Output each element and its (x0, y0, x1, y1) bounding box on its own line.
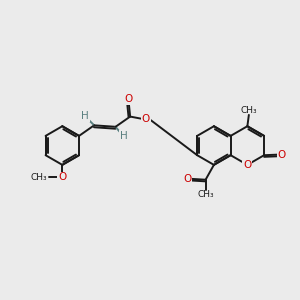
Text: CH₃: CH₃ (241, 106, 257, 115)
Text: CH₃: CH₃ (31, 173, 47, 182)
Text: O: O (183, 174, 191, 184)
Text: O: O (243, 160, 251, 170)
Text: O: O (58, 172, 66, 182)
Text: H: H (120, 131, 128, 141)
Text: H: H (81, 111, 89, 122)
Text: CH₃: CH₃ (197, 190, 214, 200)
Text: O: O (142, 114, 150, 124)
Text: O: O (278, 150, 286, 160)
Text: O: O (124, 94, 133, 104)
